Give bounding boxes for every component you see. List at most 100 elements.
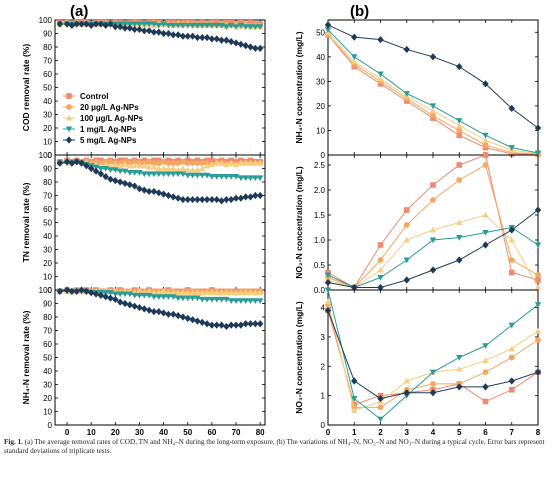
data-point [136, 169, 143, 176]
data-point [155, 294, 162, 300]
data-point [165, 191, 172, 200]
data-point [97, 165, 105, 172]
legend-marker [66, 93, 72, 99]
data-point [534, 284, 542, 291]
y-tick-label: 0 [48, 421, 53, 430]
data-point [256, 320, 264, 328]
data-point [351, 58, 358, 65]
caption-lead: Fig. 1. [4, 438, 23, 446]
data-point [403, 45, 410, 54]
y-tick-label: 60 [43, 340, 52, 349]
panel-a-middle: 0 10 20 30 40 50 60 70 80 90 100 TN removal rate (%… [21, 151, 266, 295]
data-point [203, 320, 211, 328]
data-point [208, 161, 216, 168]
data-point [252, 191, 259, 200]
data-point [189, 160, 196, 167]
data-point [170, 22, 177, 29]
data-point [247, 175, 254, 182]
data-point [68, 159, 76, 167]
series-ag1mg [324, 27, 542, 157]
data-point [160, 158, 167, 165]
legend-label: 1 mg/L Ag-NPs [80, 125, 137, 134]
data-point [170, 31, 177, 39]
data-point [351, 401, 358, 408]
y-tick-label: 80 [43, 43, 52, 52]
data-point [199, 296, 206, 303]
y-tick-label: 30 [316, 77, 325, 86]
data-point [218, 22, 225, 29]
data-point [218, 321, 225, 329]
series-line [327, 31, 539, 155]
data-point [180, 158, 186, 165]
data-point [151, 160, 157, 167]
data-point [179, 289, 187, 296]
data-point [223, 24, 230, 30]
data-point [92, 167, 100, 175]
data-point [482, 343, 489, 349]
data-point [213, 195, 220, 204]
data-point [208, 35, 216, 43]
data-point [252, 159, 259, 166]
data-point [126, 24, 134, 32]
data-point [508, 269, 515, 276]
data-point [228, 321, 235, 329]
data-point [160, 21, 167, 28]
data-point [126, 301, 134, 309]
data-point [232, 289, 240, 296]
data-point [242, 159, 249, 166]
data-point [121, 291, 129, 298]
data-point [141, 305, 148, 313]
data-point [324, 306, 332, 315]
data-point [194, 166, 201, 173]
data-point [56, 287, 64, 295]
data-point [430, 182, 436, 188]
data-point [429, 237, 437, 244]
panel-b-label-text: (b) [350, 3, 369, 20]
x-tick-label: 4 [431, 428, 436, 437]
data-point [242, 298, 249, 304]
y-tick-label: 40 [43, 97, 52, 106]
y-axis-label: NO₂-N concentration (mg/L) [294, 166, 304, 279]
data-point [145, 21, 153, 28]
data-point [232, 24, 240, 30]
data-point [121, 299, 129, 308]
y-tick-label: 40 [43, 232, 52, 241]
data-point [252, 289, 259, 296]
data-point [199, 165, 206, 172]
data-point [247, 159, 254, 166]
data-point [218, 159, 225, 166]
y-tick-label: 90 [43, 30, 52, 39]
data-point [131, 182, 138, 190]
data-point [324, 272, 332, 279]
data-point [213, 174, 220, 180]
data-point [116, 298, 124, 306]
data-point [179, 32, 187, 40]
data-point [189, 316, 196, 324]
series-line [327, 34, 539, 155]
plot-frame [327, 19, 539, 156]
data-point [351, 54, 358, 61]
data-point [150, 21, 158, 28]
x-tick-label: 10 [87, 428, 96, 437]
data-point [256, 159, 264, 166]
data-point [174, 194, 182, 202]
y-tick-label: 40 [43, 367, 52, 376]
data-point [150, 294, 158, 300]
data-point [256, 175, 264, 182]
panel-a-top: 0 10 20 30 40 50 60 70 80 90 100 COD removal rate (… [21, 16, 266, 160]
data-point [131, 169, 138, 176]
data-point [102, 161, 109, 168]
data-point [456, 177, 463, 183]
y-tick-label: 1.5 [314, 211, 326, 220]
data-point [203, 162, 211, 169]
data-point [160, 190, 167, 198]
y-tick-label: 50 [316, 28, 325, 37]
data-point [232, 174, 240, 180]
data-point [165, 165, 172, 172]
y-tick-label: 0 [321, 151, 326, 160]
data-point [174, 31, 182, 39]
data-point [252, 44, 259, 52]
y-tick-label: 80 [43, 178, 52, 187]
data-point [208, 321, 216, 329]
data-point [194, 317, 201, 325]
